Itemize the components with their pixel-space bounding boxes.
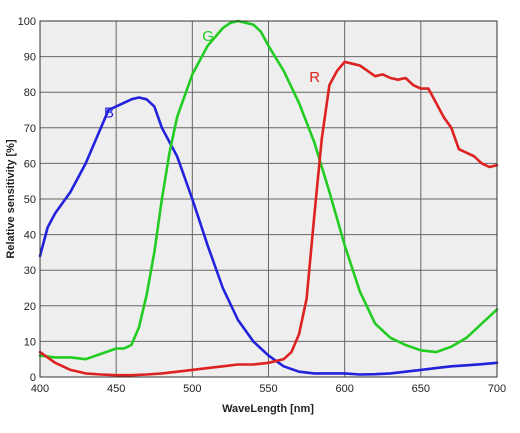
y-tick-label: 20 (24, 301, 36, 313)
x-axis-label: WaveLength [nm] (222, 403, 314, 415)
x-tick-label: 450 (107, 383, 125, 395)
x-tick-label: 600 (335, 383, 353, 395)
y-tick-label: 40 (24, 230, 36, 242)
y-tick-label: 90 (24, 52, 36, 64)
series-label-g: G (202, 28, 214, 45)
x-tick-label: 700 (488, 383, 506, 395)
x-tick-label: 400 (31, 383, 49, 395)
y-tick-label: 10 (24, 336, 36, 348)
x-tick-label: 650 (412, 383, 430, 395)
y-axis-label: Relative sensitivity [%] (5, 139, 17, 259)
series-label-r: R (309, 69, 320, 86)
x-tick-label: 550 (259, 383, 277, 395)
y-tick-label: 70 (24, 123, 36, 135)
tick-labels: 400 450 500 550 600 650 700 0 10 20 30 40 50 60 70 80 90… (18, 16, 507, 395)
y-tick-label: 80 (24, 87, 36, 99)
x-tick-label: 500 (183, 383, 201, 395)
series-line-r (38, 60, 499, 377)
series-labels: B G R (104, 28, 320, 122)
plot-frame (39, 20, 498, 378)
series-label-b: B (104, 105, 114, 122)
y-tick-label: 30 (24, 265, 36, 277)
y-tick-label: 100 (18, 16, 36, 28)
series-line-b (38, 96, 499, 376)
y-tick-label: 50 (24, 194, 36, 206)
y-tick-label: 0 (30, 372, 36, 384)
y-tick-label: 60 (24, 158, 36, 170)
